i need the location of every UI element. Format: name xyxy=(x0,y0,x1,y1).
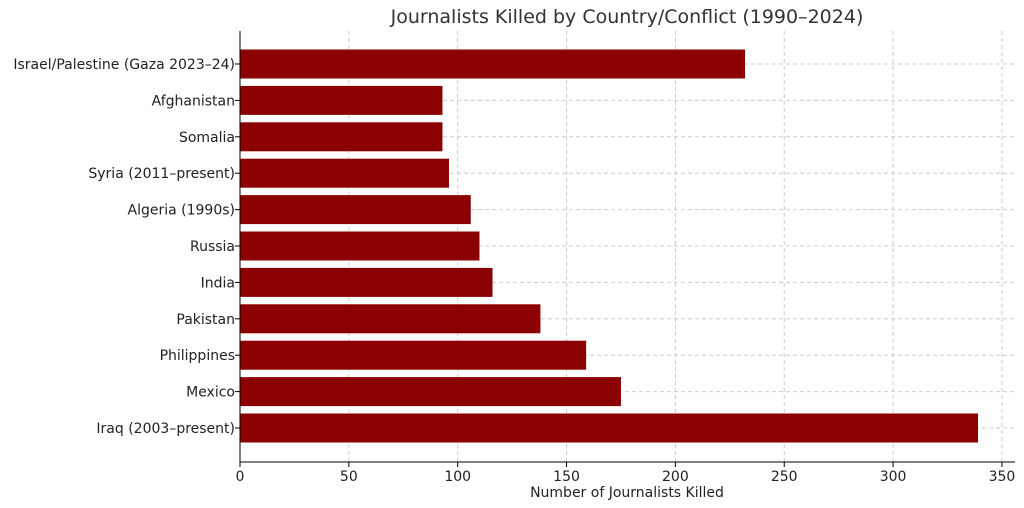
x-tick-label: 200 xyxy=(662,469,689,485)
bar xyxy=(240,85,443,115)
y-tick-label: Mexico xyxy=(186,385,235,401)
y-tick-label: Afghanistan xyxy=(152,93,235,109)
axis-layer: 0 50 100 150 200 250 300 350 Iraq (2003–present)… xyxy=(13,31,1015,485)
bar xyxy=(240,340,587,370)
bar-layer xyxy=(240,49,978,443)
y-tick-label: India xyxy=(201,275,235,291)
x-tick-label: 100 xyxy=(444,469,471,485)
y-tick-label: Philippines xyxy=(160,348,235,364)
bar xyxy=(240,304,541,334)
y-tick-label: Somalia xyxy=(179,130,235,146)
x-tick-label: 50 xyxy=(340,469,358,485)
x-tick-label: 350 xyxy=(989,469,1016,485)
bar xyxy=(240,49,746,79)
x-axis-label: Number of Journalists Killed xyxy=(530,485,724,501)
x-tick-label: 0 xyxy=(236,469,245,485)
y-tick-label: Russia xyxy=(190,239,235,255)
x-tick-label: 300 xyxy=(880,469,907,485)
y-tick-label: Pakistan xyxy=(176,312,235,328)
y-tick-label: Algeria (1990s) xyxy=(128,203,236,219)
bar xyxy=(240,413,978,443)
x-tick-label: 150 xyxy=(553,469,580,485)
bar xyxy=(240,122,443,152)
bar xyxy=(240,267,493,297)
bar xyxy=(240,231,480,261)
y-tick-label: Syria (2011–present) xyxy=(88,166,235,182)
bar xyxy=(240,377,621,407)
chart-title: Journalists Killed by Country/Conflict (… xyxy=(390,6,864,28)
y-tick-label: Iraq (2003–present) xyxy=(96,421,235,437)
bar xyxy=(240,158,449,188)
bar xyxy=(240,195,471,225)
y-tick-label: Israel/Palestine (Gaza 2023–24) xyxy=(13,57,235,73)
x-tick-label: 250 xyxy=(771,469,798,485)
